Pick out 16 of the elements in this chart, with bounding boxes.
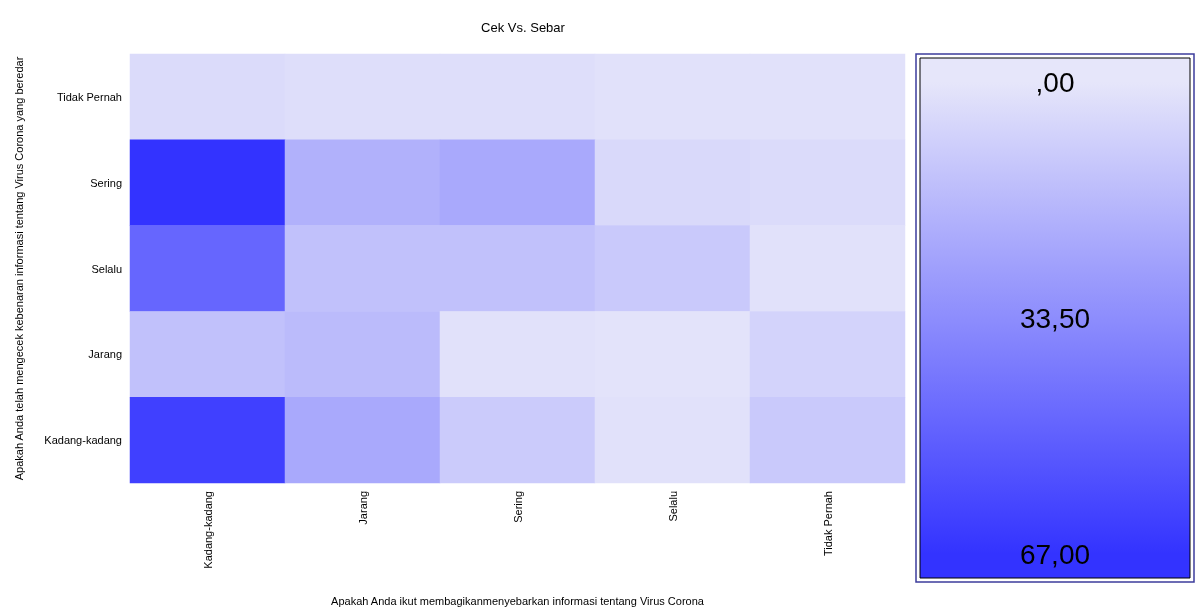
y-tick-label: Selalu: [91, 262, 122, 275]
x-tick-label: Sering: [511, 491, 524, 523]
color-bar-label: 33,50: [1019, 302, 1091, 334]
chart-title: Cek Vs. Sebar: [481, 20, 566, 35]
y-axis-title: Apakah Anda telah mengecek kebenaran informasi tentang Virus Corona yang beredar: [12, 56, 25, 481]
y-tick-label: Kadang-kadang: [44, 434, 122, 447]
y-tick-label: Sering: [90, 176, 122, 189]
color-bar-label: 67,00: [1019, 538, 1091, 570]
x-tick-label: Tidak Pernah: [821, 491, 834, 557]
x-tick-label: Selalu: [666, 491, 679, 522]
y-tick-label: Jarang: [88, 348, 122, 361]
x-tick-label: Kadang-kadang: [201, 491, 214, 569]
x-axis-title: Apakah Anda ikut membagikanmenyebarkan informasi tentang Virus Corona: [331, 594, 705, 607]
y-tick-label: Tidak Pernah: [56, 90, 122, 103]
color-bar-label: ,00: [1035, 66, 1075, 98]
x-tick-label: Jarang: [356, 491, 369, 525]
